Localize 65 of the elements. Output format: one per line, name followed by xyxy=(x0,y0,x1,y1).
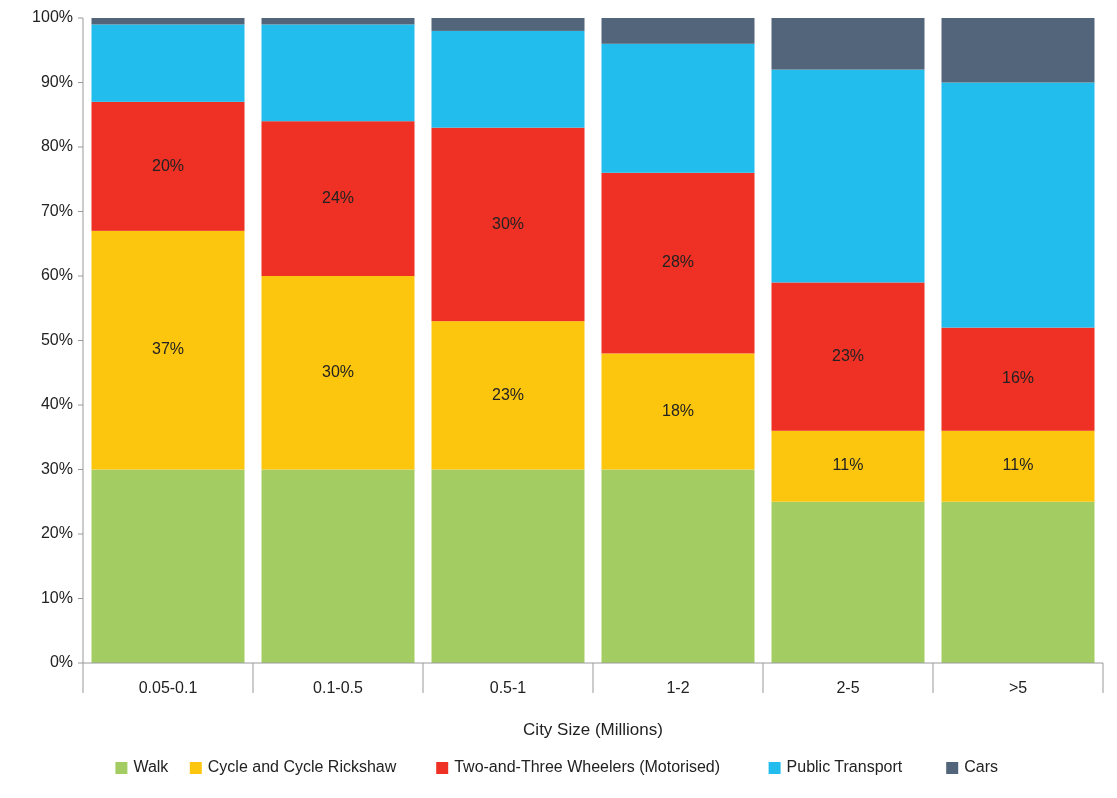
bar xyxy=(261,121,415,276)
bar xyxy=(941,82,1095,328)
x-axis-title: City Size (Millions) xyxy=(523,720,663,739)
x-tick-label: 0.5-1 xyxy=(489,679,527,696)
bar xyxy=(431,321,585,470)
data-label: 16% xyxy=(1001,369,1035,387)
bar xyxy=(771,69,925,283)
bar xyxy=(601,18,755,44)
bar xyxy=(941,430,1095,502)
bar xyxy=(601,353,755,470)
legend-label: Cars xyxy=(964,758,998,776)
x-tick-label: >5 xyxy=(1008,679,1028,696)
bar xyxy=(771,430,925,502)
y-tick-label: 70% xyxy=(40,201,73,219)
y-tick-label: 50% xyxy=(40,330,73,348)
bar xyxy=(261,24,415,122)
bar xyxy=(601,172,755,354)
data-label: 20% xyxy=(151,156,185,174)
data-label: 30% xyxy=(491,214,525,232)
y-tick-label: 0% xyxy=(49,653,73,671)
bar xyxy=(431,18,585,31)
bar xyxy=(91,24,245,102)
legend-label: Two-and-Three Wheelers (Motorised) xyxy=(454,758,721,776)
y-tick-label: 30% xyxy=(40,459,73,477)
bar xyxy=(941,501,1095,663)
y-tick-label: 60% xyxy=(40,266,73,284)
bar xyxy=(91,469,245,663)
bar xyxy=(91,101,245,231)
legend-label: Cycle and Cycle Rickshaw xyxy=(207,758,397,776)
bar xyxy=(601,43,755,173)
x-tick-label: 2-5 xyxy=(836,679,860,696)
y-tick-label: 80% xyxy=(40,137,73,155)
x-tick-label: 0.05-0.1 xyxy=(138,679,198,696)
x-tick-label: 1-2 xyxy=(666,679,690,696)
y-tick-label: 40% xyxy=(40,395,73,413)
data-label: 24% xyxy=(321,188,355,206)
data-label: 28% xyxy=(661,253,695,271)
bar xyxy=(431,127,585,322)
x-tick-label: 0.1-0.5 xyxy=(313,679,364,696)
data-label: 18% xyxy=(661,401,695,419)
y-tick-label: 90% xyxy=(40,72,73,90)
data-label: 30% xyxy=(321,362,355,380)
legend-label: Public Transport xyxy=(786,758,903,776)
y-tick-label: 20% xyxy=(40,524,73,542)
bar xyxy=(261,469,415,663)
data-label: 23% xyxy=(831,346,865,364)
bar xyxy=(771,501,925,663)
bar xyxy=(771,18,925,70)
bar xyxy=(941,18,1095,83)
bar xyxy=(431,30,585,128)
data-label: 37% xyxy=(151,340,185,358)
bar xyxy=(601,469,755,663)
bar xyxy=(91,18,245,25)
bar xyxy=(261,18,415,25)
bar xyxy=(91,230,245,470)
bar xyxy=(941,327,1095,431)
y-tick-label: 10% xyxy=(40,588,73,606)
data-label: 23% xyxy=(491,385,525,403)
bar xyxy=(431,469,585,663)
y-tick-label: 100% xyxy=(32,8,73,26)
data-label: 11% xyxy=(832,456,864,474)
data-label: 11% xyxy=(1002,456,1034,474)
bar xyxy=(261,276,415,470)
legend-label: Walk xyxy=(133,758,170,776)
bar xyxy=(771,282,925,431)
